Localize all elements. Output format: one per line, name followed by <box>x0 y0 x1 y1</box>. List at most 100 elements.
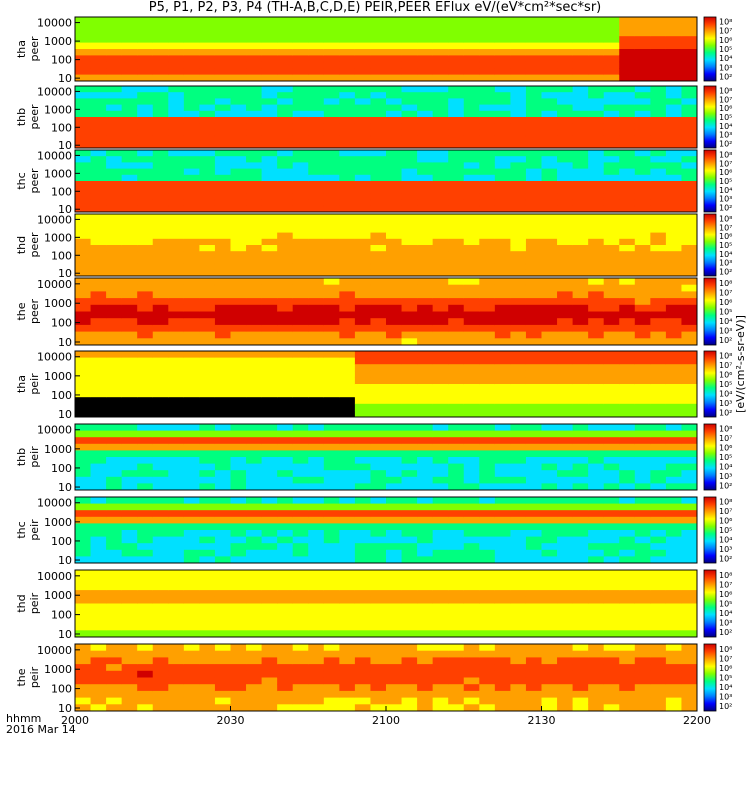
heatmap-cell <box>681 156 698 163</box>
heatmap-cell <box>619 135 636 143</box>
heatmap-cell <box>432 251 449 258</box>
heatmap-cell <box>261 570 278 578</box>
heatmap-cell <box>432 364 449 372</box>
heatmap-cell <box>401 351 418 359</box>
heatmap-cell <box>152 86 169 93</box>
heatmap-cell <box>417 697 434 705</box>
heatmap-cell <box>152 338 169 346</box>
heatmap-cell <box>557 556 574 564</box>
heatmap-cell <box>183 357 200 365</box>
heatmap-cell <box>137 104 154 112</box>
heatmap-cell <box>168 257 185 265</box>
y-tick-label: 1000 <box>44 516 72 529</box>
heatmap-cell <box>494 397 511 405</box>
heatmap-cell <box>525 168 542 176</box>
heatmap-cell <box>541 29 558 37</box>
heatmap-cell <box>603 463 620 471</box>
heatmap-cell <box>650 470 667 478</box>
heatmap-cell <box>479 162 496 170</box>
heatmap-cell <box>261 610 278 618</box>
heatmap-cell <box>417 338 434 346</box>
heatmap-cell <box>370 596 387 604</box>
heatmap-cell <box>541 457 558 465</box>
y-tick-label: 10 <box>58 408 72 421</box>
heatmap-cell <box>541 549 558 557</box>
heatmap-cell <box>525 245 542 252</box>
heatmap-cell <box>619 630 636 638</box>
heatmap-cell <box>510 616 527 625</box>
heatmap-cell <box>463 123 480 130</box>
heatmap-cell <box>525 670 542 678</box>
heatmap-cell <box>541 284 558 292</box>
heatmap-cell <box>106 684 123 692</box>
heatmap-cell <box>246 370 263 378</box>
heatmap-cell <box>370 684 387 692</box>
heatmap-cell <box>246 590 263 598</box>
heatmap-cell <box>354 74 371 82</box>
heatmap-cell <box>277 410 294 418</box>
heatmap-cell <box>479 516 496 524</box>
y-tick-label: 1000 <box>44 443 72 456</box>
heatmap-cell <box>246 630 263 638</box>
heatmap-cell <box>448 226 465 234</box>
heatmap-cell <box>494 650 511 658</box>
heatmap-cell <box>681 86 698 93</box>
heatmap-cell <box>75 304 92 312</box>
heatmap-cell <box>183 549 200 557</box>
heatmap-cell <box>448 684 465 692</box>
heatmap-cell <box>619 384 636 392</box>
heatmap-cell <box>463 324 480 333</box>
heatmap-cell <box>681 68 698 76</box>
heatmap-cell <box>494 351 511 359</box>
heatmap-cell <box>572 129 589 137</box>
heatmap-cell <box>292 17 309 24</box>
heatmap-cell <box>354 199 371 207</box>
heatmap-cell <box>494 497 511 505</box>
heatmap-cell <box>370 193 387 201</box>
heatmap-cell <box>214 623 231 631</box>
heatmap-cell <box>308 664 325 672</box>
heatmap-cell <box>603 181 620 188</box>
heatmap-cell <box>354 483 371 491</box>
heatmap-cell <box>479 583 496 591</box>
heatmap-cell <box>634 364 651 372</box>
heatmap-cell <box>665 304 682 312</box>
heatmap-cell <box>479 536 496 544</box>
colorbar-tick-label: 10⁷ <box>719 580 732 589</box>
heatmap-cell <box>261 284 278 292</box>
heatmap-cell <box>572 443 589 451</box>
heatmap-cell <box>214 443 231 451</box>
heatmap-cell <box>619 68 636 76</box>
heatmap-cell <box>354 68 371 76</box>
colorbar-tick-label: 10³ <box>719 131 732 140</box>
heatmap-cell <box>386 61 403 69</box>
heatmap-cell <box>557 596 574 604</box>
heatmap-cell <box>386 187 403 194</box>
heatmap-cell <box>308 162 325 170</box>
heatmap-cell <box>370 174 387 182</box>
heatmap-cell <box>681 181 698 188</box>
colorbar-tick-label: 10³ <box>719 693 732 702</box>
heatmap-cell <box>603 384 620 392</box>
heatmap-cell <box>354 516 371 524</box>
heatmap-cell <box>246 351 263 359</box>
heatmap-cell <box>525 278 542 286</box>
heatmap-cell <box>603 68 620 76</box>
heatmap-cell <box>541 129 558 137</box>
heatmap-cell <box>370 677 387 685</box>
heatmap-cell <box>183 596 200 604</box>
heatmap-cell <box>370 162 387 170</box>
x-tick-label: 2200 <box>683 714 711 727</box>
heatmap-cell <box>479 610 496 618</box>
heatmap-cell <box>292 403 309 411</box>
heatmap-cell <box>354 338 371 346</box>
heatmap-cell <box>634 214 651 221</box>
heatmap-cell <box>292 583 309 591</box>
heatmap-cell <box>121 117 138 124</box>
heatmap-cell <box>106 245 123 252</box>
heatmap-cell <box>619 263 636 271</box>
heatmap-cell <box>386 135 403 143</box>
heatmap-cell <box>665 370 682 378</box>
heatmap-cell <box>665 257 682 265</box>
heatmap-cell <box>261 269 278 277</box>
